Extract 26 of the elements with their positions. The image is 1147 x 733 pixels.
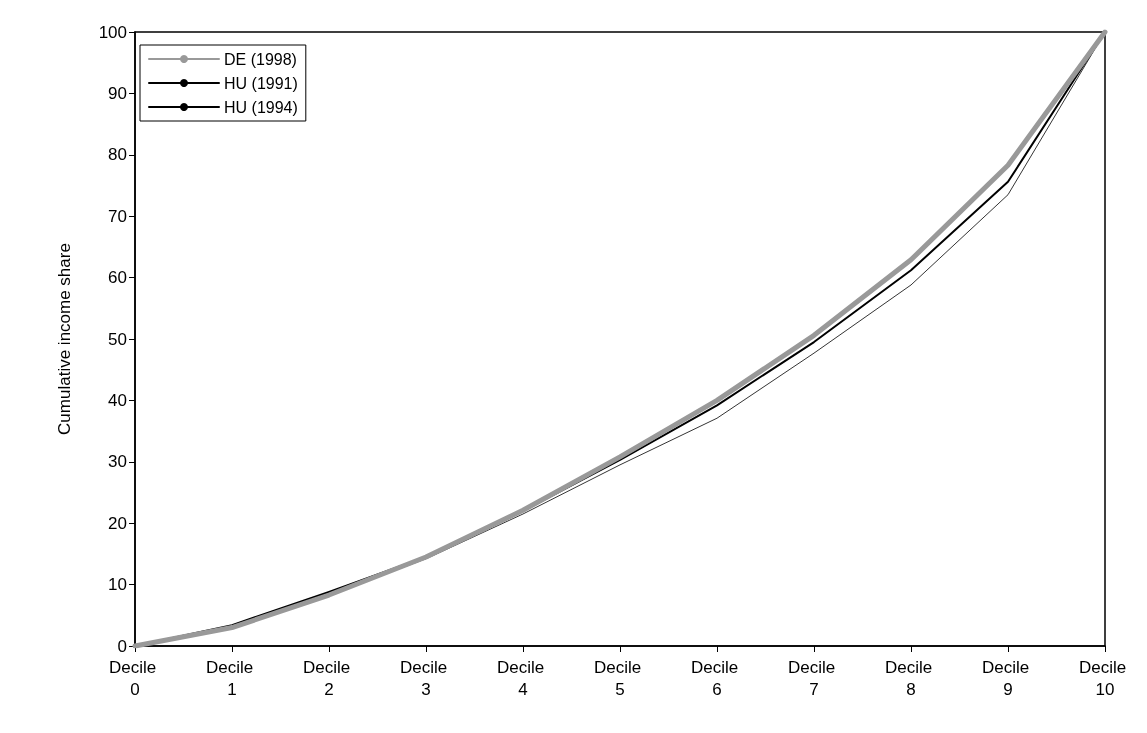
x-tick-label: Decile 0 — [109, 657, 161, 699]
x-tick-label: Decile 1 — [206, 657, 258, 699]
y-tick-label: 100 — [98, 22, 127, 42]
x-tick-label: Decile 5 — [594, 657, 646, 699]
y-tick-label: 30 — [108, 452, 127, 472]
x-tick-label: Decile 9 — [982, 657, 1034, 699]
x-tick-label: Decile 10 — [1079, 657, 1131, 699]
x-tick-label: Decile 2 — [303, 657, 355, 699]
y-tick-label: 60 — [108, 268, 127, 288]
y-tick-label: 0 — [117, 636, 127, 656]
y-tick-label: 40 — [108, 390, 127, 410]
x-tick-label: Decile 3 — [400, 657, 452, 699]
y-tick-label: 90 — [108, 83, 127, 103]
x-tick-label: Decile 4 — [497, 657, 549, 699]
y-tick-label: 80 — [108, 145, 127, 165]
y-tick-label: 20 — [108, 513, 127, 533]
legend-label: DE (1998) — [224, 50, 297, 68]
x-tick-label: Decile 8 — [885, 657, 937, 699]
y-tick-label: 50 — [108, 329, 127, 349]
legend-label: HU (1994) — [224, 98, 298, 116]
legend-label: HU (1991) — [224, 74, 298, 92]
y-tick-label: 70 — [108, 206, 127, 226]
x-tick-label: Decile 7 — [788, 657, 840, 699]
x-tick-label: Decile 6 — [691, 657, 743, 699]
y-axis-title: Cumulative income share — [55, 243, 74, 435]
y-tick-label: 10 — [108, 575, 127, 595]
